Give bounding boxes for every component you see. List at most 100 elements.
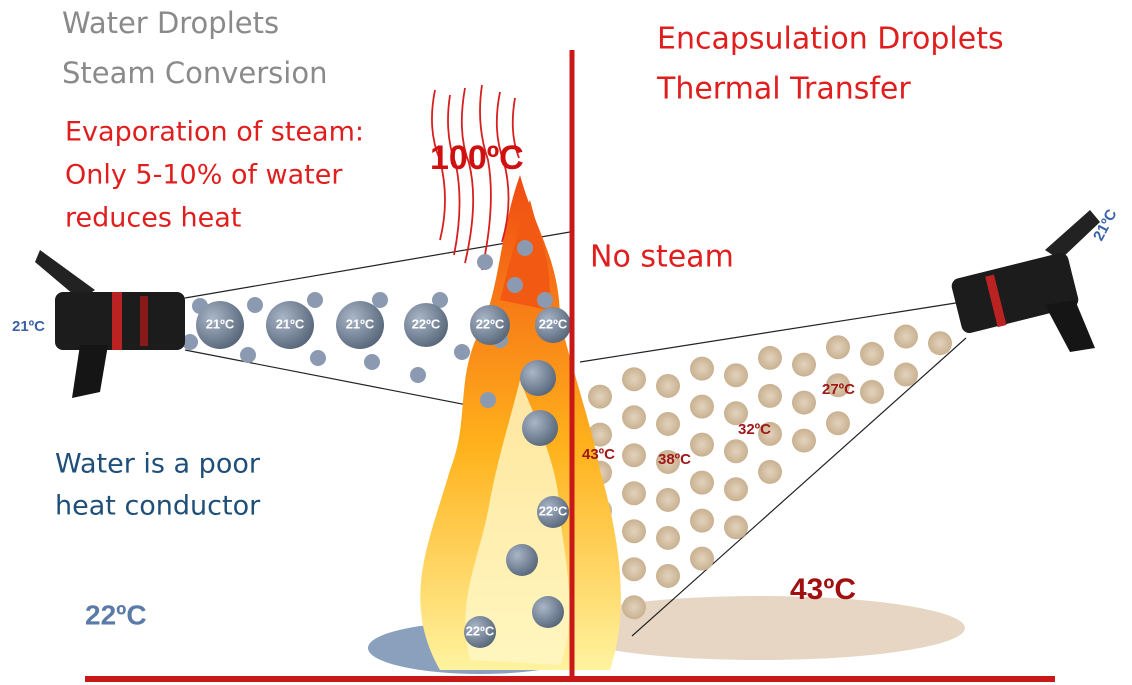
right-cone: [579, 301, 967, 637]
zone-temp: 43ºC: [582, 446, 615, 463]
encapsulation-droplet: [690, 508, 714, 533]
droplet-temp: 21ºC: [276, 316, 305, 331]
encapsulation-droplet: [826, 373, 850, 398]
encapsulation-droplet: [622, 367, 646, 392]
droplet: [336, 301, 384, 349]
water-dot: [432, 292, 448, 308]
zone-temp: 27ºC: [822, 381, 855, 398]
encapsulation-droplet: [656, 487, 680, 512]
droplet: [520, 360, 556, 396]
water-dot: [372, 292, 388, 308]
encapsulation-droplet: [588, 384, 612, 409]
droplet-temp: 22ºC: [539, 316, 568, 331]
right-nozzle: [951, 210, 1100, 352]
encapsulation-droplet: [656, 411, 680, 436]
encapsulation-droplet: [792, 428, 816, 453]
encapsulation-droplet: [656, 563, 680, 588]
droplet-temp: 21ºC: [206, 316, 235, 331]
droplet: [506, 544, 538, 576]
encapsulation-droplet: [622, 481, 646, 506]
droplet-temp: 22ºC: [412, 316, 441, 331]
note: Only 5-10% of water: [65, 160, 343, 191]
water-dot: [240, 347, 256, 363]
encapsulation-droplet: [860, 341, 884, 366]
encapsulation-droplet: [724, 363, 748, 388]
encapsulation-droplet: [690, 432, 714, 457]
encapsulation-droplet: [656, 449, 680, 474]
encapsulation-droplet: [894, 362, 918, 387]
encapsulation-droplet: [758, 383, 782, 408]
encapsulation-droplet: [622, 595, 646, 620]
droplet-temp: 22ºC: [539, 503, 568, 518]
encapsulation-droplet: [758, 421, 782, 446]
flame-temp: 100ºC: [430, 139, 524, 177]
droplet-temp: 21ºC: [346, 316, 375, 331]
droplet-temp: 22ºC: [476, 316, 505, 331]
droplet: [196, 301, 244, 349]
encapsulation-droplet: [690, 546, 714, 571]
floor-temp: 43ºC: [790, 573, 856, 606]
note: Evaporation of steam:: [65, 117, 364, 148]
right-title: Encapsulation Droplets: [657, 22, 1004, 57]
encapsulation-droplet: [826, 335, 850, 360]
right-title: Thermal Transfer: [656, 72, 911, 107]
droplet: [537, 496, 569, 528]
droplet: [464, 616, 496, 648]
droplet: [532, 596, 564, 628]
encapsulation-droplet: [656, 373, 680, 398]
water-droplets: 21ºC 21ºC 21ºC 22ºC 22ºC 22ºC 22ºC 22ºC: [196, 301, 571, 648]
water-dot: [454, 344, 470, 360]
water-dot: [517, 240, 533, 256]
heat-waves: [431, 84, 520, 271]
left-title: Water Droplets: [62, 6, 279, 40]
left-nozzle: [35, 250, 185, 398]
encapsulation-droplet: [724, 515, 748, 540]
encapsulation-droplet: [724, 439, 748, 464]
encapsulation-droplet: [690, 394, 714, 419]
encapsulation-droplet: [588, 422, 612, 447]
encapsulation-droplet: [622, 443, 646, 468]
encapsulation-droplet: [758, 459, 782, 484]
floor-temp: 22ºC: [85, 599, 147, 630]
droplet: [404, 303, 448, 347]
encapsulation-droplet: [622, 519, 646, 544]
water-dot: [310, 350, 326, 366]
droplet-temp: 22ºC: [466, 623, 495, 638]
conductor-note: Water is a poor: [55, 449, 261, 480]
nozzle-temp: 21ºC: [1090, 206, 1121, 243]
encapsulation-droplet: [622, 557, 646, 582]
encapsulation-droplets: [588, 324, 952, 637]
left-title: Steam Conversion: [62, 56, 327, 90]
heat-pool: [555, 596, 965, 660]
encapsulation-droplet: [690, 356, 714, 381]
encapsulation-droplet: [724, 477, 748, 502]
encapsulation-droplet: [690, 470, 714, 495]
encapsulation-droplet: [656, 525, 680, 550]
water-dot: [537, 292, 553, 308]
encapsulation-droplet: [928, 331, 952, 356]
water-dot: [247, 297, 263, 313]
droplet: [535, 307, 571, 343]
water-dot: [182, 334, 198, 350]
encapsulation-droplet: [894, 324, 918, 349]
water-dot: [507, 277, 523, 293]
nozzle-temp: 21ºC: [12, 318, 45, 335]
water-dot: [480, 392, 496, 408]
zone-temp: 32ºC: [738, 421, 771, 438]
no-steam: No steam: [590, 240, 734, 275]
encapsulation-droplet: [622, 405, 646, 430]
water-dot: [410, 367, 426, 383]
encapsulation-droplet: [724, 401, 748, 426]
water-dot: [307, 292, 323, 308]
water-dot: [477, 254, 493, 270]
encapsulation-droplet: [860, 379, 884, 404]
droplet: [266, 301, 314, 349]
note: reduces heat: [65, 203, 241, 234]
encapsulation-droplet: [758, 345, 782, 370]
droplet: [522, 410, 558, 446]
water-dot: [364, 354, 380, 370]
encapsulation-droplet: [826, 411, 850, 436]
droplet: [470, 305, 510, 345]
encapsulation-droplet: [792, 390, 816, 415]
